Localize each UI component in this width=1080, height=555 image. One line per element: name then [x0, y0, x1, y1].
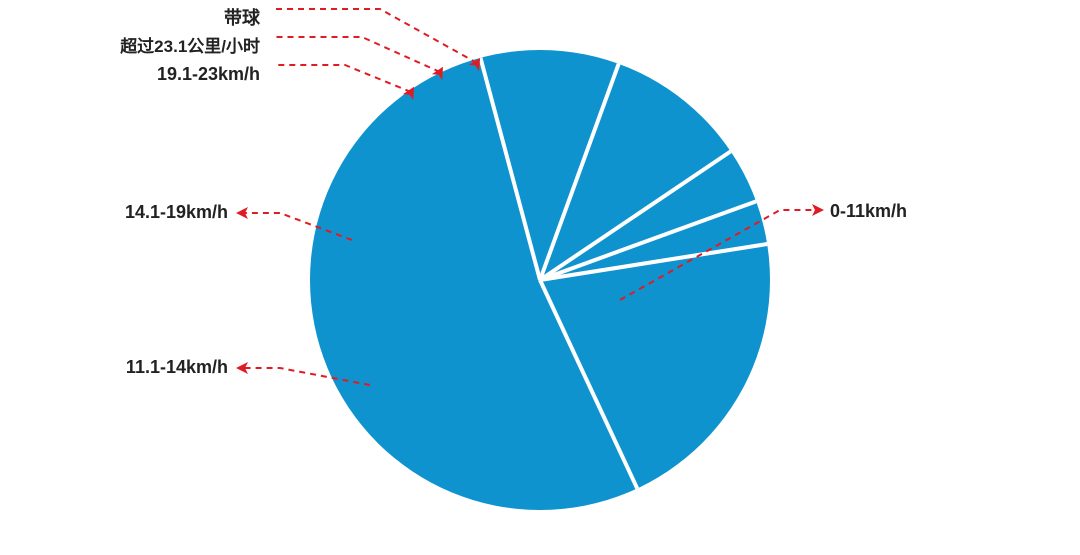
slice-label: 带球	[224, 8, 261, 28]
leader-line	[275, 65, 411, 92]
slice-label: 0-11km/h	[830, 201, 907, 221]
leader-line	[275, 9, 477, 63]
slice-label: 14.1-19km/h	[125, 202, 228, 222]
pie-chart: 0-11km/h 11.1-14km/h 14.1-19km/h 19.1-23km/…	[0, 0, 1080, 555]
leader-line	[275, 37, 440, 72]
slice-label: 11.1-14km/h	[126, 357, 228, 377]
slice-label: 超过23.1公里/小时	[120, 36, 260, 56]
slice-label: 19.1-23km/h	[157, 64, 260, 84]
